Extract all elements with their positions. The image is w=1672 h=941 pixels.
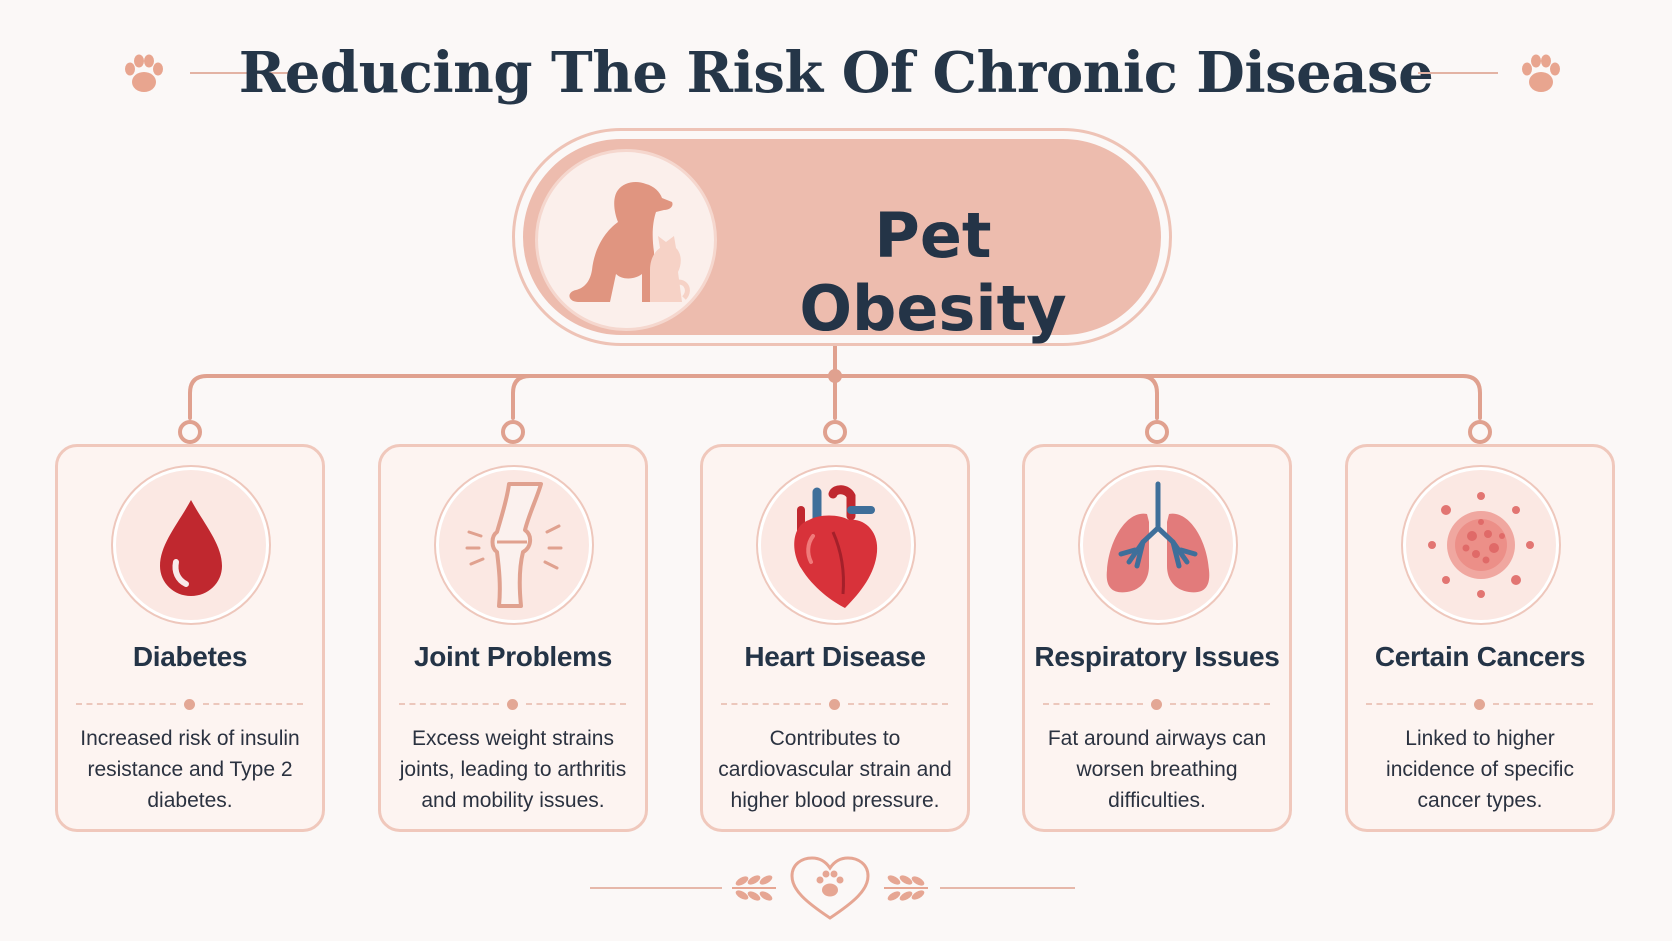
card-joint-problems: Joint Problems Excess weight strains joi… xyxy=(378,444,648,832)
central-node-label: Pet Obesity xyxy=(799,199,1067,345)
heart-organ-icon xyxy=(794,485,878,608)
cancer-cell-icon xyxy=(1428,492,1534,598)
card-divider xyxy=(76,699,304,710)
card-divider xyxy=(399,699,627,710)
paw-print-icon xyxy=(125,54,163,92)
card-description: Linked to higher incidence of specific c… xyxy=(1386,727,1574,812)
paw-print-icon xyxy=(1522,54,1560,92)
card-divider xyxy=(1366,699,1594,710)
card-description: Contributes to cardiovascular strain and… xyxy=(718,727,952,812)
laurel-left-icon xyxy=(732,875,776,901)
card-icon-circle xyxy=(113,467,269,623)
page-title: Reducing The Risk Of Chronic Disease xyxy=(238,40,1434,106)
card-description: Excess weight strains joints, leading to… xyxy=(399,727,627,812)
card-description: Increased risk of insulin resistance and… xyxy=(80,727,300,812)
card-icon-circle xyxy=(1080,467,1236,623)
card-certain-cancers: Certain Cancers Linked to higher inciden… xyxy=(1345,444,1615,832)
card-title: Certain Cancers xyxy=(1374,641,1586,672)
footer-ornament xyxy=(590,856,1075,920)
central-node-fill: Pet Obesity xyxy=(523,139,1161,345)
card-icon-circle xyxy=(1403,467,1559,623)
laurel-right-icon xyxy=(884,875,928,901)
central-node-pet-obesity: Pet Obesity xyxy=(512,128,1172,346)
card-diabetes: Diabetes Increased risk of insulin resis… xyxy=(55,444,325,832)
card-icon-circle xyxy=(436,467,592,623)
card-heart-disease: Heart Disease Contributes to cardiovascu… xyxy=(700,444,970,832)
card-divider xyxy=(721,699,949,710)
card-title: Heart Disease xyxy=(744,641,926,672)
card-title: Diabetes xyxy=(132,641,248,672)
title-row: Reducing The Risk Of Chronic Disease xyxy=(0,28,1672,118)
blood-drop-icon xyxy=(160,500,222,596)
card-divider xyxy=(1043,699,1271,710)
title-rule-right xyxy=(1418,72,1498,74)
card-title: Respiratory Issues xyxy=(1034,641,1280,672)
heart-paw-icon xyxy=(790,856,870,920)
knee-joint-icon xyxy=(465,482,563,608)
lungs-icon xyxy=(1106,481,1210,593)
title-rule-left xyxy=(190,72,298,74)
dog-and-cat-icon xyxy=(569,182,690,302)
central-icon-circle xyxy=(535,149,717,331)
card-icon-circle xyxy=(758,467,914,623)
card-respiratory-issues: Respiratory Issues Fat around airways ca… xyxy=(1022,444,1292,832)
card-description: Fat around airways can worsen breathing … xyxy=(1047,727,1267,812)
card-title: Joint Problems xyxy=(413,641,613,672)
